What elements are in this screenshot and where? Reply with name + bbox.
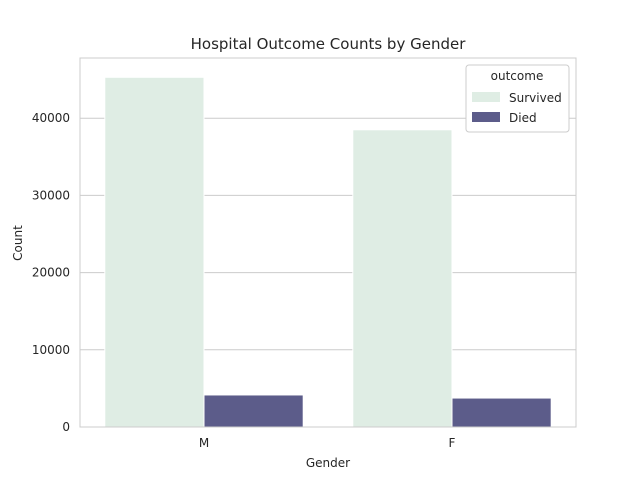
bar-survived-f — [352, 129, 453, 428]
y-tick-label-3: 30000 — [32, 188, 70, 202]
legend-swatch-survived — [472, 92, 500, 102]
legend-label-survived: Survived — [509, 91, 562, 105]
bar-died-m — [203, 394, 304, 428]
x-tick-label-f: F — [449, 436, 456, 450]
y-tick-label-2: 20000 — [32, 266, 70, 280]
bars — [104, 76, 552, 428]
y-tick-label-4: 40000 — [32, 111, 70, 125]
legend-swatch-died — [472, 112, 500, 122]
chart-title: Hospital Outcome Counts by Gender — [191, 35, 467, 53]
y-axis-label: Count — [11, 225, 25, 261]
bar-survived-m — [104, 76, 205, 428]
x-axis-label: Gender — [306, 456, 350, 470]
x-tick-label-m: M — [199, 436, 209, 450]
y-axis-ticks: 0 10000 20000 30000 40000 — [32, 111, 70, 434]
legend: outcome Survived Died — [465, 64, 570, 133]
y-tick-label-0: 0 — [62, 420, 70, 434]
legend-title: outcome — [491, 69, 544, 83]
y-tick-label-1: 10000 — [32, 343, 70, 357]
legend-label-died: Died — [509, 111, 537, 125]
plot-frame — [79, 57, 577, 428]
bar-died-f — [451, 397, 552, 428]
